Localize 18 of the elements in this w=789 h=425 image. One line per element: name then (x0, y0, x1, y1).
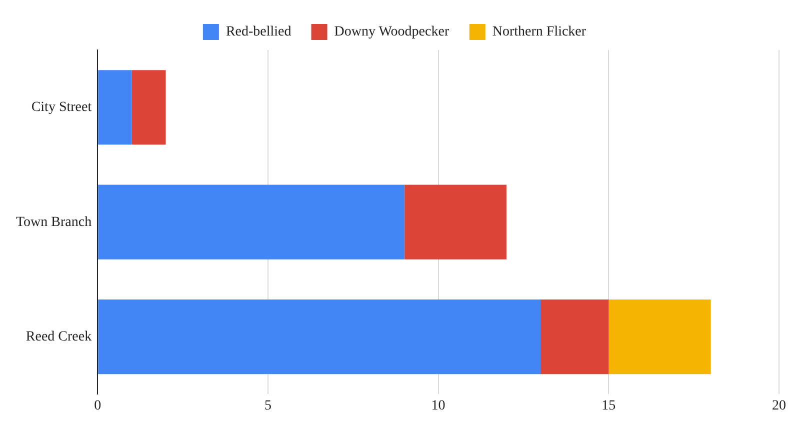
bar (608, 300, 711, 374)
x-tick-label: 5 (264, 398, 272, 414)
bar (404, 184, 506, 260)
legend-label: Red-bellied (226, 24, 292, 40)
legend-label: Downy Woodpecker (334, 24, 450, 40)
bar (540, 300, 609, 374)
bar (98, 70, 132, 145)
bar (98, 184, 404, 260)
legend-label: Northern Flicker (492, 24, 586, 40)
y-tick-label: City Street (31, 100, 92, 116)
y-tick-label: Reed Creek (26, 330, 92, 345)
x-tick-label: 10 (431, 398, 446, 414)
bar (98, 300, 541, 374)
x-tick-label: 0 (94, 398, 102, 414)
x-tick-label: 20 (772, 398, 786, 414)
x-tick-label: 15 (602, 398, 616, 414)
y-tick-label: Town Branch (16, 214, 92, 230)
bar (132, 70, 166, 145)
